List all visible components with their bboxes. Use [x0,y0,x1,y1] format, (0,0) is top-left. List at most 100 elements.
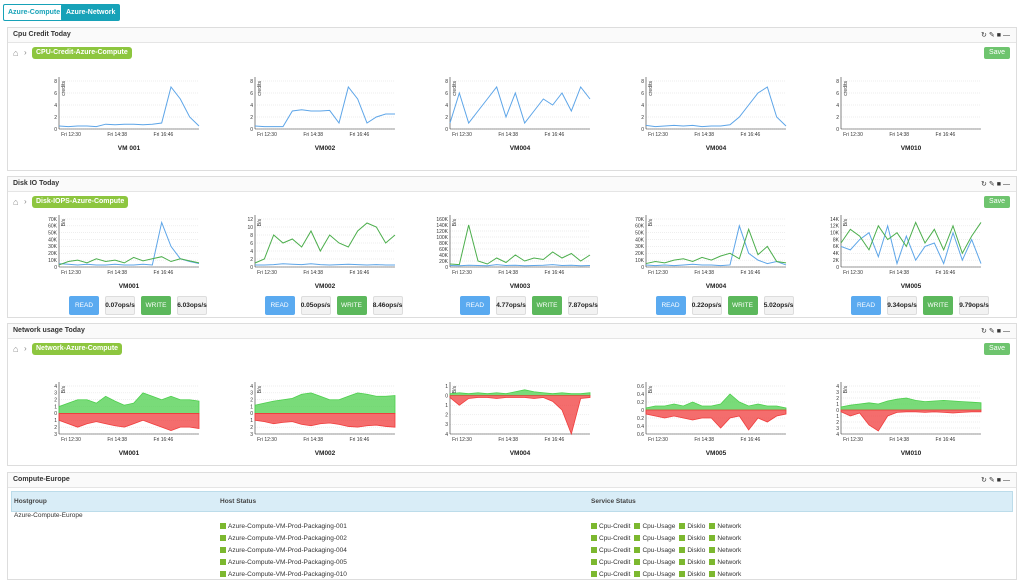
host-name: Azure-Compute-VM-Prod-Packaging-005 [228,559,347,566]
y-tick-label: 4 [445,432,448,438]
read-button[interactable]: READ [460,296,490,315]
x-tick-label: Fri 12:30 [648,437,668,443]
y-tick-label: 0.2 [637,400,644,406]
host-name: Azure-Compute-VM-Prod-Packaging-010 [228,571,347,578]
breadcrumb-tag[interactable]: Network-Azure-Compute [32,343,123,355]
x-tick-label: Fri 12:30 [648,270,668,276]
y-tick-label: 2 [54,398,57,404]
service-name[interactable]: Cpu-Usage [642,535,676,542]
area [58,413,200,431]
panel: Network usage Today ↻✎■— ⌂ › Network-Azure-C… [7,323,1017,466]
area [449,389,591,396]
write-button[interactable]: WRITE [532,296,562,315]
panel: Cpu Credit Today ↻✎■— ⌂ › CPU-Credit-Azure-C… [7,27,1017,171]
panel-icons[interactable]: ↻✎■— [981,328,1012,335]
home-icon[interactable]: ⌂ [13,344,19,354]
service-name[interactable]: DiskIo [687,547,706,554]
panel-icons[interactable]: ↻✎■— [981,181,1012,188]
read-button[interactable]: READ [851,296,881,315]
chart: 0 2 4 6 8 credits Fri 12:30 Fri 14:38 Fri 16:46 V… [250,77,395,152]
y-tick-label: 2K [833,258,840,264]
status-dot [220,547,226,553]
host-status[interactable]: Azure-Compute-VM-Prod-Packaging-001 [220,523,347,530]
y-tick-label: 20K [635,251,645,257]
service-name[interactable]: DiskIo [687,535,706,542]
y-tick-label: 10 [247,225,253,231]
x-tick-label: Fri 14:38 [303,132,323,138]
x-tick-label: Fri 14:38 [498,437,518,443]
write-button[interactable]: WRITE [336,296,367,315]
service-name[interactable]: Cpu-Usage [642,559,676,566]
y-axis-label: B/s [61,219,67,227]
y-tick-label: 14K [830,217,840,223]
service-name[interactable]: Network [717,571,742,578]
panel-icons[interactable]: ↻✎■— [981,32,1012,39]
y-tick-label: 4 [250,103,253,109]
y-tick-label: 4 [445,103,448,109]
home-icon[interactable]: ⌂ [13,48,19,58]
write-button[interactable]: WRITE [923,296,953,315]
save-button[interactable]: Save [984,343,1010,355]
x-tick-label: Fri 14:38 [107,270,127,276]
y-tick-label: 8 [250,79,253,85]
x-tick-label: Fri 16:46 [545,132,565,138]
host-status[interactable]: Azure-Compute-VM-Prod-Packaging-010 [220,571,347,578]
write-button[interactable]: WRITE [727,296,758,315]
y-tick-label: 2 [836,115,839,121]
y-tick-label: 1 [836,414,839,420]
tab[interactable]: Azure-Network [61,4,121,21]
chart-title: VM002 [314,283,335,290]
x-tick-label: Fri 16:46 [936,132,956,138]
host-status[interactable]: Azure-Compute-VM-Prod-Packaging-002 [220,535,347,542]
host-status[interactable]: Azure-Compute-VM-Prod-Packaging-005 [220,559,347,566]
y-tick-label: 0 [54,265,57,271]
status-dot [679,571,686,577]
service-name[interactable]: Cpu-Credit [599,535,631,542]
y-tick-label: 60K [635,224,645,230]
read-value: 9.34ops/s [887,296,917,315]
service-name[interactable]: Network [717,523,742,530]
service-name[interactable]: Cpu-Usage [642,523,676,530]
status-dot [591,535,597,541]
x-tick-label: Fri 16:46 [740,270,760,276]
y-tick-label: 20K [439,259,449,265]
y-tick-label: 0.2 [637,416,644,422]
service-name[interactable]: Cpu-Usage [642,547,676,554]
y-tick-label: 0 [641,408,644,414]
service-name[interactable]: Cpu-Credit [599,523,631,530]
y-tick-label: 2 [250,257,253,263]
tab[interactable]: Azure-Compute [3,4,66,21]
y-tick-label: 0 [445,393,448,399]
y-tick-label: 2 [250,398,253,404]
save-button[interactable]: Save [984,196,1010,208]
read-button[interactable]: READ [69,296,99,315]
read-button[interactable]: READ [655,296,686,315]
host-status[interactable]: Azure-Compute-VM-Prod-Packaging-004 [220,547,347,554]
service-name[interactable]: DiskIo [687,571,706,578]
y-axis-label: B/s [61,386,67,394]
service-name[interactable]: Cpu-Usage [642,571,676,578]
service-name[interactable]: Network [717,535,742,542]
breadcrumb-tag[interactable]: CPU-Credit-Azure-Compute [32,47,132,59]
service-name[interactable]: DiskIo [687,523,706,530]
service-name[interactable]: Cpu-Credit [599,547,631,554]
y-tick-label: 2 [54,425,57,431]
save-button[interactable]: Save [984,47,1010,59]
write-button[interactable]: WRITE [141,296,171,315]
y-tick-label: 4 [836,432,839,438]
service-name[interactable]: Network [717,559,742,566]
y-axis-label: B/s [843,219,849,227]
breadcrumb-tag[interactable]: Disk-IOPS-Azure-Compute [32,196,129,208]
service-name[interactable]: Network [717,547,742,554]
status-dot [709,571,716,577]
status-dot [709,547,716,553]
home-icon[interactable]: ⌂ [13,197,19,207]
x-tick-label: Fri 12:30 [257,437,277,443]
service-name[interactable]: DiskIo [687,559,706,566]
service-name[interactable]: Cpu-Credit [599,559,631,566]
chart-title: VM 001 [118,145,141,152]
chart: 0 2 4 6 8 credits Fri 12:30 Fri 14:38 Fri 16:46 V… [641,77,786,152]
service-name[interactable]: Cpu-Credit [599,571,631,578]
read-button[interactable]: READ [264,296,295,315]
panel-icons[interactable]: ↻✎■— [981,477,1012,484]
